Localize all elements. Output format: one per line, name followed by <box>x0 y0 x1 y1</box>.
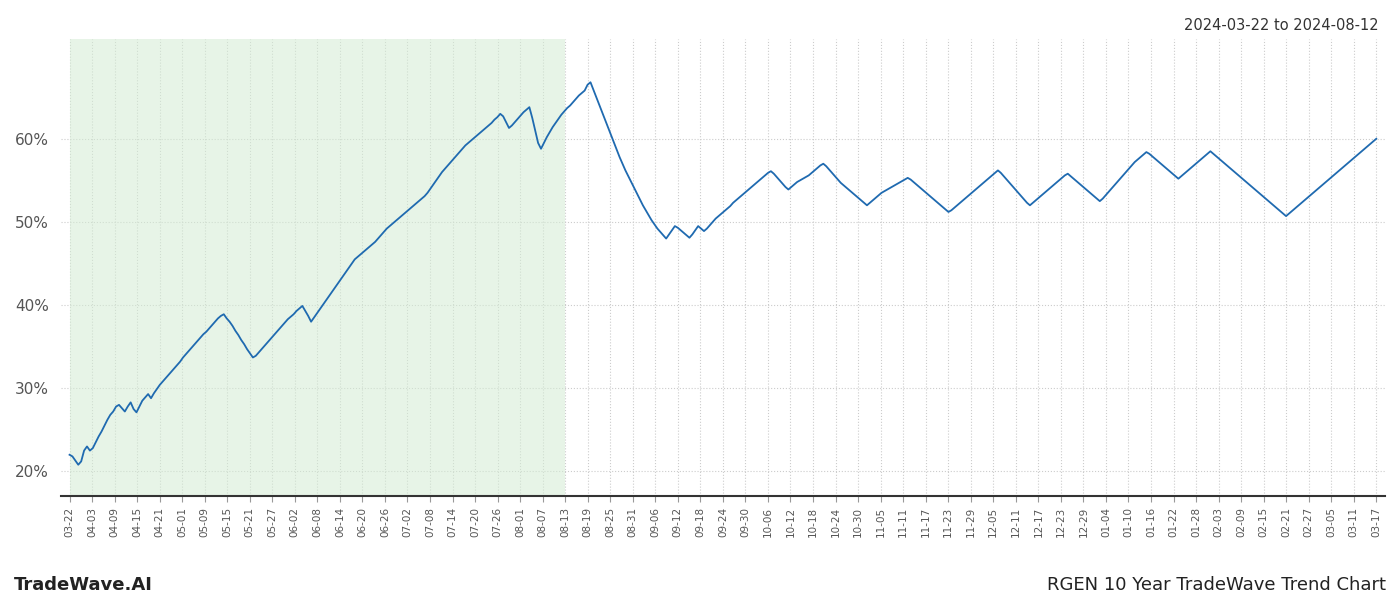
Text: RGEN 10 Year TradeWave Trend Chart: RGEN 10 Year TradeWave Trend Chart <box>1047 576 1386 594</box>
Text: TradeWave.AI: TradeWave.AI <box>14 576 153 594</box>
Bar <box>70 39 566 496</box>
Text: 2024-03-22 to 2024-08-12: 2024-03-22 to 2024-08-12 <box>1184 18 1379 33</box>
